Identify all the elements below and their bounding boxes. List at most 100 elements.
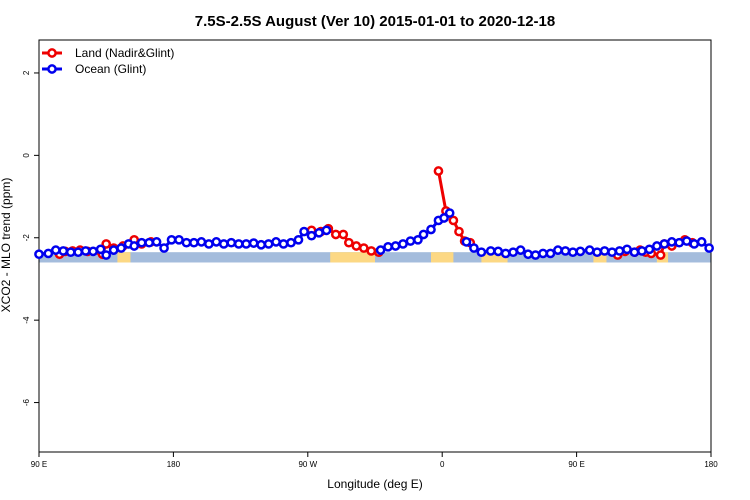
data-point-ocean-2-20 <box>614 246 625 256</box>
data-point-ocean-2-9 <box>530 250 541 260</box>
data-point-ocean-0-11 <box>116 243 126 253</box>
data-point-ocean-2-6 <box>508 247 518 258</box>
data-point-ocean-2-18 <box>599 246 610 256</box>
data-point-ocean-0-4 <box>65 247 76 258</box>
data-point-ocean-0-15 <box>144 237 154 248</box>
data-point-ocean-0-39 <box>321 225 332 236</box>
data-point-ocean-1-10 <box>444 208 455 218</box>
data-point-ocean-0-1 <box>43 248 54 259</box>
map-band-land-2 <box>431 252 454 263</box>
plot-area: 90 E 180 90 W 0 90 E 180 2 0 -2 -4 -6 <box>22 39 718 469</box>
y-tick-label-1: 0 <box>22 153 31 158</box>
data-point-ocean-2-11 <box>545 248 556 259</box>
data-point-ocean-0-8 <box>95 244 106 255</box>
data-point-land-1-7 <box>358 243 369 253</box>
legend-marker-land <box>47 48 57 58</box>
x-tick-label-3: 0 <box>440 460 445 469</box>
data-point-ocean-1-7 <box>426 224 436 235</box>
data-point-ocean-0-31 <box>263 239 274 249</box>
data-point-ocean-1-0 <box>375 245 386 255</box>
x-tick-label-0: 90 E <box>31 460 47 469</box>
data-point-ocean-0-17 <box>159 243 169 253</box>
data-point-ocean-0-21 <box>189 237 199 248</box>
data-point-ocean-2-23 <box>637 246 647 256</box>
data-point-ocean-0-24 <box>211 237 222 247</box>
data-point-ocean-0-26 <box>226 237 237 248</box>
data-point-ocean-0-14 <box>136 237 147 248</box>
data-point-ocean-0-20 <box>181 237 192 248</box>
y-axis-label: XCO2 - MLO trend (ppm) <box>0 178 13 313</box>
data-point-land-1-8 <box>366 246 377 256</box>
y-tick-label-2: -2 <box>22 234 31 242</box>
data-point-ocean-2-21 <box>622 244 632 255</box>
data-point-ocean-0-28 <box>241 239 252 249</box>
data-point-ocean-0-0 <box>34 249 44 260</box>
data-point-ocean-2-5 <box>500 248 511 259</box>
map-band-land-3 <box>481 252 508 263</box>
data-point-ocean-2-31 <box>696 237 707 247</box>
data-point-ocean-2-29 <box>681 236 692 246</box>
data-point-ocean-2-32 <box>704 243 714 253</box>
data-point-ocean-0-7 <box>88 246 98 257</box>
data-point-ocean-2-16 <box>584 245 595 255</box>
data-point-ocean-0-23 <box>204 239 214 249</box>
data-point-ocean-0-30 <box>256 239 266 250</box>
data-point-ocean-0-37 <box>306 230 317 241</box>
data-point-ocean-1-3 <box>398 239 408 249</box>
data-point-land-1-4 <box>338 229 349 240</box>
data-point-ocean-2-7 <box>515 245 526 255</box>
data-point-ocean-2-12 <box>553 245 563 255</box>
data-point-ocean-0-25 <box>218 239 229 249</box>
data-point-ocean-2-3 <box>485 246 496 256</box>
data-point-ocean-2-25 <box>652 241 662 251</box>
data-point-ocean-2-26 <box>659 239 670 249</box>
data-point-ocean-2-17 <box>592 247 602 258</box>
y-tick-label-0: 2 <box>22 70 31 75</box>
data-point-ocean-2-15 <box>575 246 586 257</box>
data-point-ocean-0-6 <box>80 246 91 256</box>
data-point-ocean-0-13 <box>129 241 140 251</box>
data-point-ocean-0-18 <box>166 234 177 245</box>
legend-marker-ocean <box>47 64 57 74</box>
data-point-ocean-0-3 <box>58 246 69 256</box>
data-point-ocean-2-24 <box>644 244 655 255</box>
data-point-ocean-2-27 <box>666 237 677 247</box>
data-point-ocean-2-1 <box>469 243 479 253</box>
data-point-ocean-2-4 <box>493 246 504 257</box>
data-point-ocean-0-38 <box>314 227 324 238</box>
data-point-ocean-2-28 <box>674 237 685 248</box>
x-tick-label-2: 90 W <box>298 460 317 469</box>
data-point-ocean-0-32 <box>271 237 281 247</box>
data-point-ocean-0-33 <box>278 239 289 249</box>
data-point-ocean-2-14 <box>568 247 578 258</box>
data-point-ocean-0-5 <box>73 247 84 258</box>
data-point-land-2-2 <box>448 215 459 226</box>
data-point-ocean-2-0 <box>461 237 472 247</box>
data-point-land-1-6 <box>351 241 362 251</box>
map-band-land-1 <box>330 252 375 263</box>
map-band-land-4 <box>593 252 607 263</box>
data-point-land-0-6 <box>101 239 112 249</box>
data-point-ocean-2-22 <box>629 247 640 258</box>
data-point-ocean-0-35 <box>293 234 304 245</box>
x-tick-label-4: 90 E <box>568 460 584 469</box>
data-point-ocean-1-9 <box>439 213 449 223</box>
data-point-ocean-0-9 <box>101 250 112 260</box>
data-point-ocean-2-19 <box>607 247 617 258</box>
data-point-ocean-0-22 <box>196 237 207 247</box>
data-point-ocean-0-27 <box>233 239 244 249</box>
data-point-land-2-3 <box>454 226 464 237</box>
data-point-ocean-2-2 <box>476 247 487 258</box>
map-band-land-0 <box>117 252 131 263</box>
x-axis-label: Longitude (deg E) <box>327 477 422 491</box>
data-point-ocean-0-16 <box>151 237 162 247</box>
data-point-land-2-0 <box>433 166 444 176</box>
data-point-ocean-1-6 <box>418 229 429 240</box>
data-point-ocean-0-2 <box>50 245 61 255</box>
legend-label-ocean: Ocean (Glint) <box>75 62 146 76</box>
x-tick-label-1: 180 <box>167 460 181 469</box>
x-tick-label-5: 180 <box>704 460 718 469</box>
data-point-ocean-1-4 <box>405 236 416 246</box>
data-point-ocean-2-30 <box>689 239 700 249</box>
